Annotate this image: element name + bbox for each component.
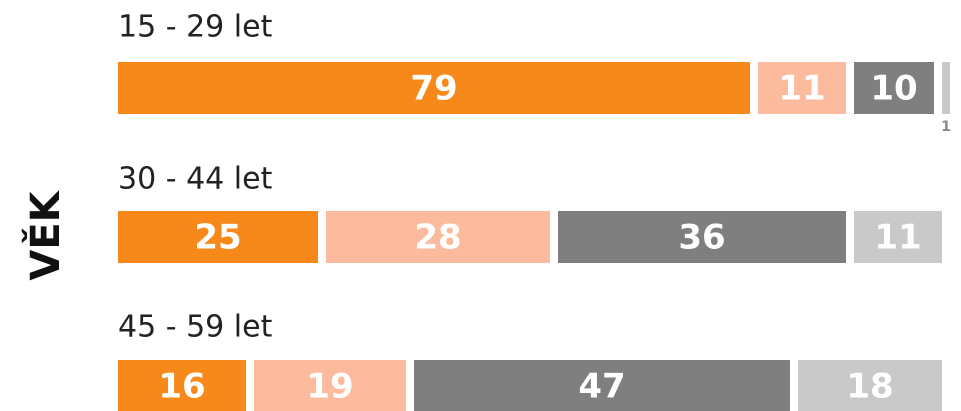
bar-segment: [118, 360, 246, 411]
value-label: 19: [306, 367, 353, 407]
bar-segment: [254, 360, 406, 411]
bar-segment: [326, 211, 550, 263]
value-label: 16: [158, 367, 205, 407]
value-label: 11: [874, 218, 921, 258]
value-label: 10: [870, 69, 917, 109]
value-label: 79: [410, 69, 457, 109]
bar-segment: [854, 62, 934, 114]
axis-label: VĚK: [21, 189, 69, 280]
bar-segment: [414, 360, 790, 411]
value-label: 25: [194, 218, 241, 258]
value-label: 36: [678, 218, 725, 258]
bar-segment: [942, 62, 950, 114]
bar-segment: [798, 360, 942, 411]
value-label: 28: [414, 218, 461, 258]
value-label: 18: [846, 367, 893, 407]
value-label: 47: [578, 367, 625, 407]
bar-segment: [118, 211, 318, 263]
category-label: 15 - 29 let: [118, 10, 273, 45]
value-label: 1: [941, 119, 951, 135]
bar-segment: [118, 62, 750, 114]
bar-segment: [558, 211, 846, 263]
value-label: 11: [778, 69, 825, 109]
bar-segment: [758, 62, 846, 114]
category-label: 45 - 59 let: [118, 310, 273, 345]
category-label: 30 - 44 let: [118, 162, 273, 197]
bar-segment: [854, 211, 942, 263]
